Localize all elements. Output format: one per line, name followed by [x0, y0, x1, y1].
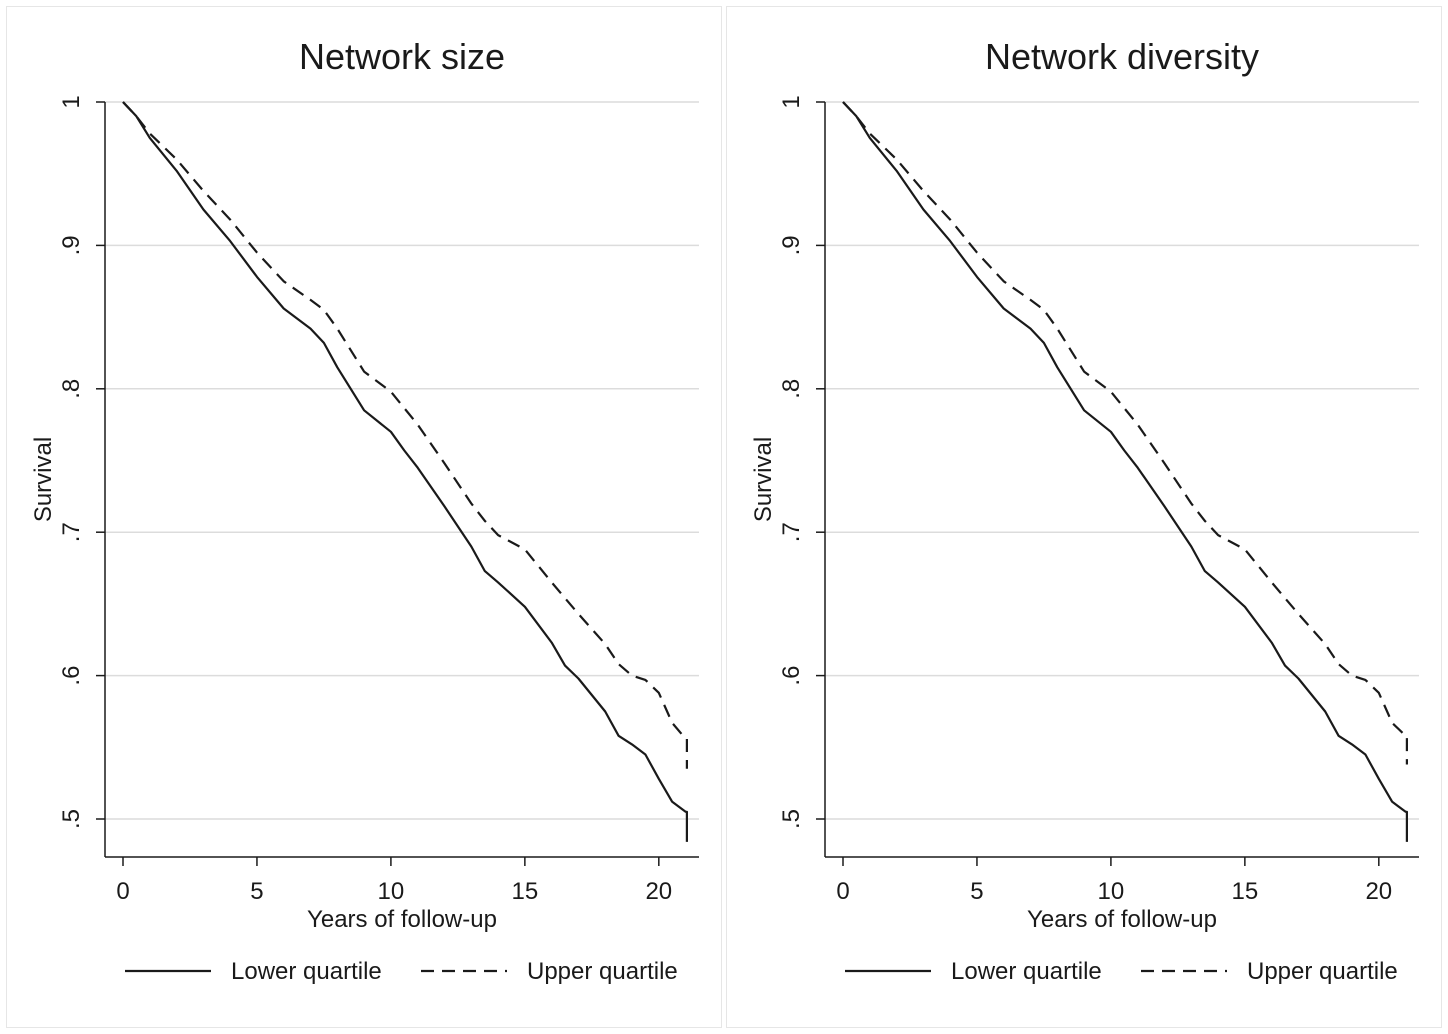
y-tick-label: .8 [58, 379, 85, 399]
chart-panel-network-diversity: Network diversity .5.6.7.8.9 1 0 5 10 15 20 Year… [726, 6, 1442, 1028]
x-tick-label: 20 [645, 878, 672, 905]
chart-panel-network-size: Network size .5.6.7.8.9 1 0 5 10 15 20 Years of … [6, 6, 722, 1028]
series-line-upper-quartile [122, 101, 688, 769]
series-line-upper-quartile [842, 101, 1408, 765]
x-tick-label: 5 [250, 878, 263, 905]
y-axis-title: Survival [750, 437, 777, 522]
x-tick-label: 0 [836, 878, 849, 905]
x-tick-label: 5 [970, 878, 983, 905]
y-tick-label: 1 [778, 95, 805, 108]
y-tick-label: .6 [778, 666, 805, 686]
x-tick-label: 15 [512, 878, 539, 905]
series-line-lower-quartile [842, 101, 1408, 842]
y-tick-label: .8 [778, 379, 805, 399]
y-tick-label: .6 [58, 666, 85, 686]
series-line-lower-quartile [122, 101, 688, 842]
chart-title: Network diversity [985, 36, 1259, 77]
x-tick-label: 15 [1232, 878, 1259, 905]
legend-label-upper-quartile: Upper quartile [1247, 958, 1398, 985]
y-tick-label: .7 [778, 522, 805, 542]
x-axis-title: Years of follow-up [1027, 906, 1217, 933]
y-tick-label: 1 [58, 95, 85, 108]
chart-title: Network size [299, 36, 505, 77]
legend-label-lower-quartile: Lower quartile [951, 958, 1102, 985]
legend-label-lower-quartile: Lower quartile [231, 958, 382, 985]
x-axis-title: Years of follow-up [307, 906, 497, 933]
y-tick-label: .9 [778, 235, 805, 255]
x-tick-label: 10 [378, 878, 405, 905]
y-tick-label: .9 [58, 235, 85, 255]
y-tick-label: .5 [58, 809, 85, 829]
x-tick-label: 0 [116, 878, 129, 905]
x-tick-label: 10 [1098, 878, 1125, 905]
y-tick-label: .5 [778, 809, 805, 829]
x-tick-label: 20 [1365, 878, 1392, 905]
legend-label-upper-quartile: Upper quartile [527, 958, 678, 985]
y-tick-label: .7 [58, 522, 85, 542]
chart-svg-network-diversity: Network diversity.5.6.7.8.910 5 10 15 20Year… [750, 36, 1419, 985]
y-axis-title: Survival [30, 437, 57, 522]
